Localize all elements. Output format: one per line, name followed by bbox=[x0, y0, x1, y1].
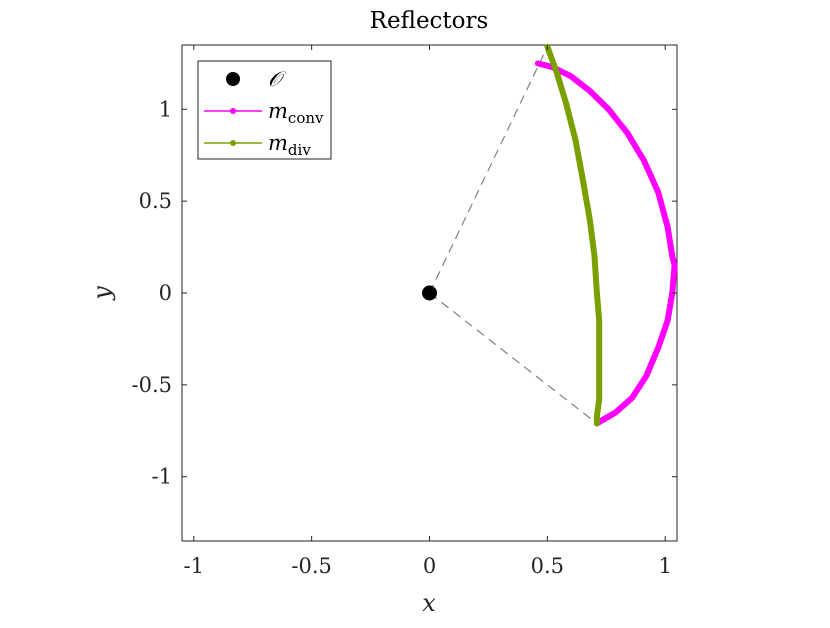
legend-div-marker bbox=[230, 140, 236, 146]
series-group bbox=[534, 43, 678, 427]
legend-conv-subscript: conv bbox=[288, 109, 324, 127]
guide-line-0 bbox=[428, 46, 548, 294]
x-tick-label-0: -1 bbox=[184, 554, 204, 578]
legend-div-name: m bbox=[268, 131, 288, 155]
legend-div-subscript: div bbox=[288, 141, 311, 159]
series-conv-curve bbox=[534, 60, 678, 427]
legend-conv-name: m bbox=[268, 99, 288, 123]
guide-line-1 bbox=[429, 292, 598, 424]
chart-title: Reflectors bbox=[370, 8, 489, 34]
legend-conv-marker bbox=[230, 108, 236, 114]
legend-box bbox=[197, 60, 332, 160]
x-tick-label-4: 1 bbox=[659, 554, 672, 578]
y-tick-label-2: 0 bbox=[159, 281, 172, 305]
x-tick-label-1: -0.5 bbox=[291, 554, 332, 578]
x-tick-label-2: 0 bbox=[423, 554, 436, 578]
origin-point bbox=[422, 285, 437, 301]
legend-origin-marker bbox=[226, 72, 240, 86]
y-tick-label-0: -1 bbox=[152, 465, 172, 489]
y-tick-label-3: 0.5 bbox=[139, 189, 172, 213]
legend: 𝒪 mconv mdiv bbox=[197, 60, 332, 160]
y-ticks-group: -1 -0.5 0 0.5 1 bbox=[132, 97, 677, 489]
legend-conv-label: mconv bbox=[268, 99, 324, 127]
y-tick-label-1: -0.5 bbox=[132, 373, 173, 397]
guide-lines-group bbox=[428, 46, 598, 424]
x-axis-label: x bbox=[422, 589, 436, 617]
y-axis-label: y bbox=[88, 286, 116, 301]
y-tick-label-4: 1 bbox=[159, 97, 172, 121]
origin-group bbox=[422, 285, 437, 301]
series-div-curve bbox=[544, 43, 603, 427]
x-ticks-group: -1 -0.5 0 0.5 1 bbox=[184, 45, 672, 578]
x-tick-label-3: 0.5 bbox=[531, 554, 564, 578]
legend-div-label: mdiv bbox=[268, 131, 311, 159]
